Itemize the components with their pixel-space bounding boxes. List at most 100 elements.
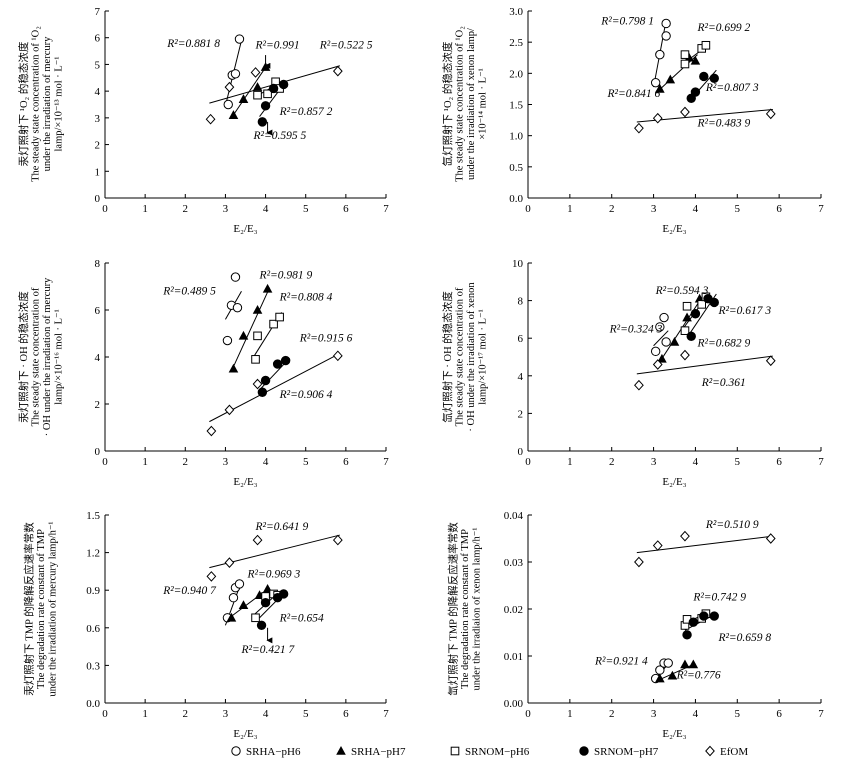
x-tick-label: 3: [651, 708, 657, 720]
x-tick-label: 7: [383, 456, 389, 468]
data-point: [268, 83, 279, 94]
data-point: [680, 659, 690, 669]
chart-panel-hg-oh: 0 2 4 6 8 0 1 2 3 4 5 6 7 E₂/E₃ 汞灯照射下 · OH 的稳态浓度The st…: [17, 258, 390, 488]
data-point: [262, 283, 273, 293]
y-axis-label: 汞灯照射下 ¹O₂ 的稳态浓度The steady state concentr…: [17, 26, 65, 182]
y-tick-label: 1.5: [86, 510, 100, 522]
x-tick-label: 7: [383, 708, 389, 720]
data-point: [252, 534, 263, 546]
data-point: [680, 50, 690, 59]
data-point: [690, 55, 701, 65]
x-tick-label: 3: [651, 456, 657, 468]
data-point: [332, 65, 343, 77]
x-tick-label: 2: [609, 708, 615, 720]
data-point: [234, 579, 245, 589]
r-squared-label: R²=0.915 6: [299, 333, 353, 345]
legend-marker: [705, 745, 715, 757]
data-point: [224, 557, 235, 568]
r-squared-label: R²=0.906 4: [279, 389, 333, 401]
data-point: [230, 69, 241, 79]
data-point: [260, 598, 271, 608]
r-squared-label: R²=0.881 8: [166, 38, 220, 50]
data-point: [256, 620, 267, 630]
data-point: [275, 312, 284, 322]
x-tick-label: 1: [567, 203, 573, 215]
x-tick-label: 3: [223, 203, 229, 215]
x-tick-label: 5: [735, 708, 741, 720]
r-squared-label: R²=0.522 5: [319, 39, 373, 51]
r-squared-label: R²=0.682 9: [697, 338, 751, 350]
data-point: [661, 31, 671, 41]
r-squared-label: R²=0.617 3: [717, 305, 771, 317]
chart-panel-xe-k: 0.00 0.01 0.02 0.03 0.04 0 1 2 3 4 5 6 7 E₂/E₃ 氙灯照射下 T…: [447, 510, 825, 740]
y-axis-label: 汞灯照射下 · OH 的稳态浓度The steady state concent…: [17, 277, 65, 436]
data-point: [682, 301, 692, 311]
y-tick-label: 2: [518, 408, 524, 420]
fit-line: [653, 330, 669, 347]
r-squared-label: R²=0.641 9: [255, 521, 309, 533]
data-point: [205, 113, 216, 125]
y-tick-label: 4: [95, 352, 101, 364]
x-tick-label: 5: [735, 203, 741, 215]
y-tick-label: 6: [518, 333, 524, 345]
legend-label: SRHA−pH7: [351, 746, 406, 758]
x-tick-label: 7: [818, 203, 824, 215]
x-tick-label: 2: [609, 203, 615, 215]
x-tick-label: 3: [223, 456, 229, 468]
x-tick-label: 2: [609, 456, 615, 468]
x-tick-label: 2: [183, 203, 189, 215]
y-axis-label: 氙灯照射下 · OH 的稳态浓度The steady state concent…: [441, 282, 489, 432]
y-axis-label: 氙灯照射下 ¹O₂ 的稳态浓度The steady state concentr…: [441, 26, 489, 182]
y-axis-label: 氙灯照射下 TMP 的降解反应速率常数The degradation rate …: [447, 522, 483, 696]
y-tick-label: 2.5: [509, 37, 523, 49]
data-point: [650, 77, 661, 88]
data-point: [260, 375, 271, 386]
legend-marker: [231, 746, 241, 756]
r-squared-label: R²=0.808 4: [279, 292, 333, 304]
y-tick-label: 1.2: [86, 548, 100, 560]
x-tick-label: 0: [102, 708, 108, 720]
y-tick-label: 6: [95, 33, 101, 45]
legend-label: EfOM: [720, 746, 748, 758]
x-tick-label: 5: [303, 203, 309, 215]
y-tick-label: 4: [95, 86, 101, 98]
data-point: [652, 359, 663, 370]
legend-item: SRNOM−pH7: [579, 746, 659, 758]
data-point: [680, 106, 690, 118]
x-tick-label: 4: [263, 456, 269, 468]
fit-line: [636, 535, 773, 554]
data-point: [260, 101, 271, 111]
data-point: [765, 108, 776, 120]
data-point: [206, 425, 217, 437]
data-point: [661, 337, 671, 347]
y-tick-label: 0: [95, 446, 101, 458]
data-point: [663, 658, 673, 668]
y-tick-label: 0.6: [86, 623, 100, 635]
x-tick-label: 4: [263, 708, 269, 720]
x-tick-label: 2: [183, 708, 189, 720]
r-squared-label: R²=0.421 7: [240, 644, 295, 656]
x-axis-label: E₂/E₃: [662, 476, 686, 488]
data-point: [252, 82, 263, 91]
y-tick-label: 0.04: [504, 510, 524, 522]
x-tick-label: 5: [735, 456, 741, 468]
r-squared-label: R²=0.969 3: [247, 569, 301, 581]
y-tick-label: 0.00: [504, 698, 524, 710]
x-tick-label: 5: [303, 456, 309, 468]
data-point: [699, 71, 709, 82]
y-tick-label: 1.0: [509, 131, 523, 143]
r-squared-label: R²=0.361: [701, 377, 746, 389]
x-tick-label: 7: [818, 708, 824, 720]
data-point: [206, 571, 217, 582]
r-squared-label: R²=0.699 2: [697, 22, 751, 34]
y-tick-label: 2: [95, 140, 101, 152]
data-point: [690, 87, 701, 97]
data-point: [250, 67, 261, 78]
y-tick-label: 5: [95, 59, 101, 71]
data-point: [228, 363, 239, 373]
r-squared-label: R²=0.654: [279, 613, 324, 625]
x-tick-label: 7: [818, 456, 824, 468]
chart-panel-xe-oh: 0 2 4 6 8 10 0 1 2 3 4 5 6 7 E₂/E₃ 氙灯照射下 · OH 的稳态浓度The …: [441, 258, 825, 488]
x-axis-label: E₂/E₃: [662, 728, 686, 740]
data-point: [230, 272, 241, 282]
